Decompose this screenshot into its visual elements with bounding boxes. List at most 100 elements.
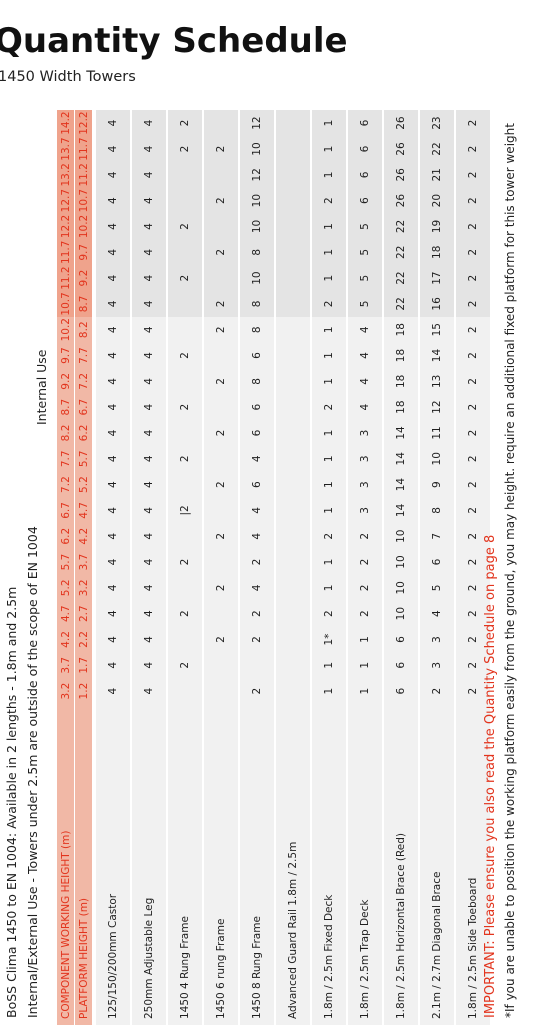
quantity-cell <box>275 161 311 188</box>
quantity-cell: 2 <box>167 652 203 679</box>
quantity-cell: 3 <box>347 445 383 472</box>
platform-height-cell: 3.7 <box>74 549 92 575</box>
platform-height-cell: 10.7 <box>74 187 92 214</box>
quantity-cell: 4 <box>131 187 167 214</box>
quantity-cell: 4 <box>239 445 275 472</box>
platform-height-cell: 9.2 <box>74 265 92 291</box>
quantity-cell <box>275 136 311 162</box>
quantity-cell: 10 <box>383 523 419 550</box>
quantity-cell <box>275 420 311 446</box>
quantity-cell <box>275 187 311 214</box>
quantity-cell: 18 <box>383 316 419 343</box>
quantity-cell <box>275 652 311 679</box>
quantity-cell: 2 <box>239 626 275 653</box>
quantity-cell: 1 <box>311 161 347 188</box>
quantity-cell: 4 <box>95 445 131 472</box>
quantity-cell <box>275 316 311 343</box>
quantity-cell: 1 <box>311 342 347 369</box>
working-height-cell: 9.7 <box>57 342 75 369</box>
table-row: 2.1m / 2.7m Diagonal Brace 2 3 3 4 5 6 7 8 9 10 11 1… <box>419 110 455 1025</box>
table-row: 250mm Adjustable Leg 4 4 4 4 4 4 4 4 4 4 4 4 4 4 4 4 4 4 4 4… <box>131 110 167 1025</box>
quantity-cell: 4 <box>239 574 275 601</box>
quantity-cell: 2 <box>203 239 239 266</box>
quantity-cell <box>203 342 239 369</box>
working-height-cell: 10.7 <box>57 291 75 317</box>
quantity-cell: 4 <box>131 368 167 395</box>
working-height-cell: 11.7 <box>57 239 75 266</box>
quantity-cell: 2 <box>455 265 491 291</box>
quantity-cell: 3 <box>347 497 383 524</box>
quantity-cell: 6 <box>239 420 275 446</box>
quantity-cell: 5 <box>347 239 383 266</box>
working-height-cell: 4.2 <box>57 626 75 653</box>
header-working-height-label: COMPONENT WORKING HEIGHT (m) <box>57 704 75 1025</box>
quantity-cell: 5 <box>347 265 383 291</box>
quantity-cell: 6 <box>347 110 383 137</box>
quantity-cell: 4 <box>95 574 131 601</box>
quantity-cell: 2 <box>203 316 239 343</box>
quantity-cell: 4 <box>131 316 167 343</box>
quantity-cell: 4 <box>347 342 383 369</box>
quantity-cell: 2 <box>455 445 491 472</box>
quantity-cell: 2 <box>167 213 203 240</box>
quantity-cell: 1 <box>347 678 383 704</box>
important-note: IMPORTANT: Please ensure you also read t… <box>483 534 498 1018</box>
quantity-cell: 14 <box>383 420 419 446</box>
quantity-cell <box>203 600 239 627</box>
quantity-cell: 4 <box>347 368 383 395</box>
component-name: 1.8m / 2.5m Horizontal Brace (Red) <box>383 704 419 1025</box>
quantity-cell: 2 <box>311 394 347 421</box>
working-height-cell: 3.2 <box>57 678 75 704</box>
quantity-cell <box>203 549 239 575</box>
platform-height-cell: 4.2 <box>74 523 92 550</box>
component-name: 125/150/200mm Castor <box>95 704 131 1025</box>
component-name: 2.1m / 2.7m Diagonal Brace <box>419 704 455 1025</box>
quantity-cell: 1 <box>311 136 347 162</box>
quantity-cell: 1 <box>311 213 347 240</box>
quantity-cell <box>275 471 311 498</box>
quantity-cell: 14 <box>383 497 419 524</box>
quantity-cell: 6 <box>419 549 455 575</box>
quantity-cell: 4 <box>95 265 131 291</box>
quantity-cell: 17 <box>419 265 455 291</box>
quantity-cell: 15 <box>419 316 455 343</box>
quantity-cell <box>167 316 203 343</box>
quantity-cell <box>275 523 311 550</box>
quantity-cell: 4 <box>131 342 167 369</box>
quantity-cell: 4 <box>95 110 131 137</box>
quantity-cell: 26 <box>383 187 419 214</box>
quantity-cell: 2 <box>239 678 275 704</box>
quantity-cell <box>167 291 203 317</box>
quantity-cell: 1 <box>311 316 347 343</box>
quantity-cell: 2 <box>203 291 239 317</box>
quantity-cell: 18 <box>383 368 419 395</box>
quantity-cell: 2 <box>167 549 203 575</box>
quantity-cell <box>239 652 275 679</box>
quantity-cell: 4 <box>131 549 167 575</box>
quantity-cell <box>167 574 203 601</box>
quantity-cell <box>167 161 203 188</box>
platform-height-cell: 8.7 <box>74 291 92 317</box>
quantity-cell: 22 <box>383 291 419 317</box>
quantity-cell: 2 <box>347 600 383 627</box>
quantity-cell: 4 <box>131 445 167 472</box>
quantity-cell: 14 <box>419 342 455 369</box>
quantity-cell: 10 <box>419 445 455 472</box>
quantity-cell: 4 <box>347 316 383 343</box>
platform-height-cell: 9.7 <box>74 239 92 266</box>
quantity-cell: 4 <box>131 420 167 446</box>
platform-height-cell: 8.2 <box>74 316 92 343</box>
quantity-schedule-table: COMPONENT WORKING HEIGHT (m) 3.2 3.7 4.2 4.7… <box>57 110 492 1025</box>
quantity-cell: 6 <box>383 652 419 679</box>
quantity-cell: 2 <box>167 600 203 627</box>
page-title: Quantity Schedule <box>0 21 348 61</box>
quantity-cell: 2 <box>203 626 239 653</box>
quantity-cell: 2 <box>167 110 203 137</box>
quantity-cell: 4 <box>131 574 167 601</box>
quantity-cell: 4 <box>95 678 131 704</box>
quantity-cell: 4 <box>131 394 167 421</box>
quantity-cell: 1 <box>311 574 347 601</box>
quantity-cell: 2 <box>455 239 491 266</box>
quantity-cell: 1 <box>311 110 347 137</box>
quantity-cell: 18 <box>383 342 419 369</box>
